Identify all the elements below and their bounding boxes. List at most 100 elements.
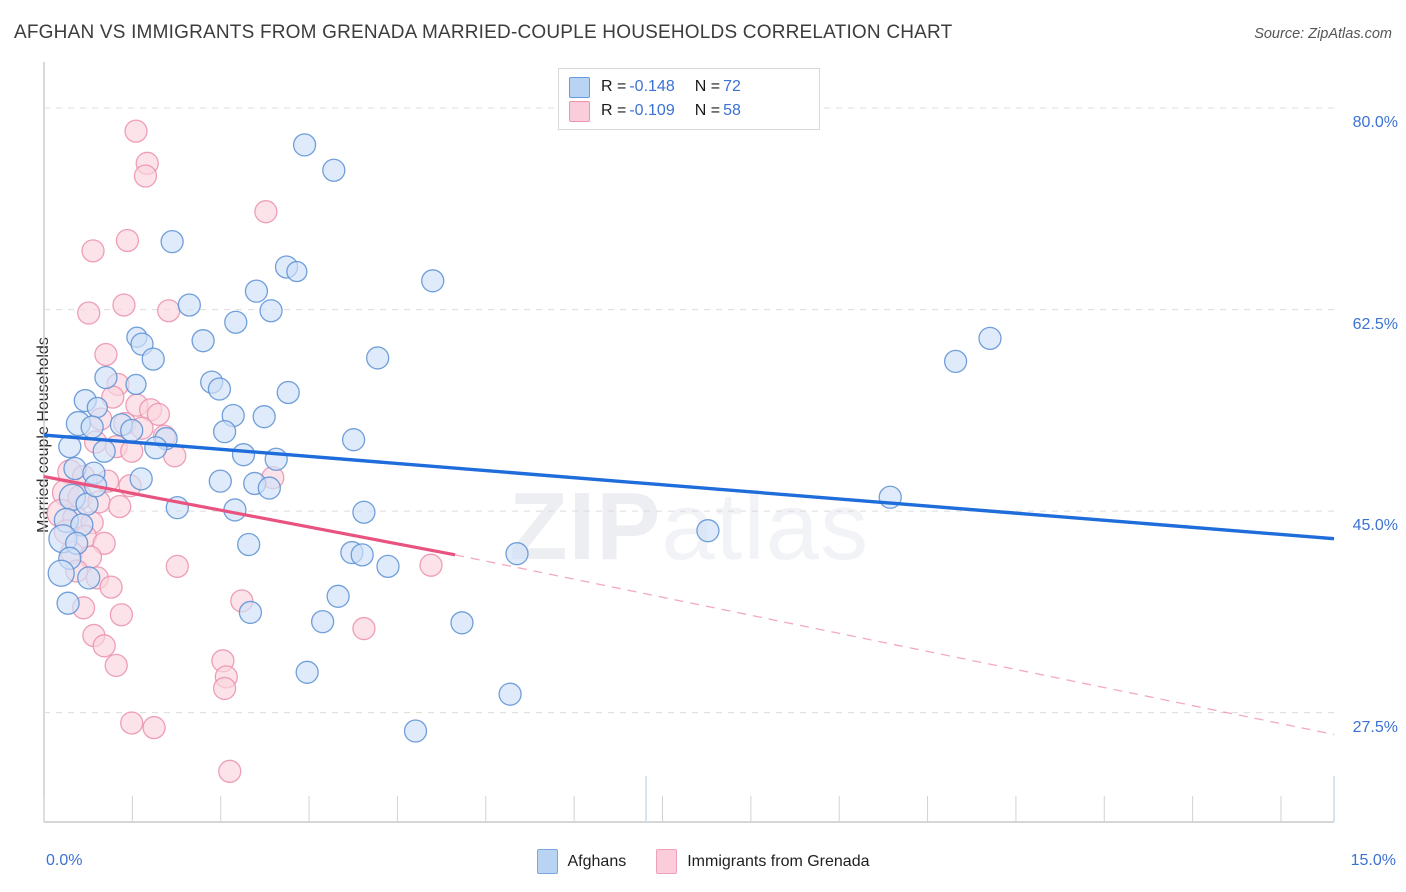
trendline-grenada (43, 474, 456, 557)
data-point (133, 164, 158, 188)
data-point (115, 228, 140, 253)
data-point (419, 553, 443, 577)
data-point (254, 200, 278, 224)
data-point (141, 347, 165, 371)
page-title: AFGHAN VS IMMIGRANTS FROM GRENADA MARRIE… (14, 22, 953, 43)
afghans-swatch-icon (569, 76, 590, 98)
series-legend: Afghans Immigrants from Grenada (0, 849, 1406, 874)
scatter-svg (43, 62, 1335, 823)
data-point (77, 566, 101, 590)
source-attribution: Source: ZipAtlas.com (1254, 26, 1392, 42)
data-point (191, 329, 215, 353)
data-point (212, 419, 237, 444)
grenada-legend-swatch-icon (656, 849, 678, 874)
legend-item-grenada[interactable]: Immigrants from Grenada (656, 849, 870, 874)
series-points-afghans (47, 133, 1002, 743)
data-point (350, 543, 374, 567)
data-point (124, 119, 148, 143)
data-point (108, 494, 132, 519)
data-point (47, 559, 75, 587)
stat-row-afghans: R = -0.148 N = 72 (569, 76, 809, 98)
data-point (498, 682, 522, 706)
data-point (295, 660, 319, 684)
data-point (376, 554, 400, 579)
data-point (237, 532, 261, 557)
data-point (310, 609, 335, 634)
y-axis-tick-0: 80.0% (1352, 114, 1398, 132)
data-point (366, 346, 390, 370)
data-point (92, 634, 116, 658)
afghans-n-label: N = (694, 78, 721, 95)
data-point (142, 715, 166, 740)
data-point (224, 310, 248, 334)
data-point (276, 380, 300, 405)
data-point (978, 326, 1002, 351)
correlation-stats-box: R = -0.148 N = 72 R = -0.109 N = 58 (558, 68, 820, 130)
data-point (208, 469, 232, 493)
x-axis-tick-min: 0.0% (46, 852, 83, 869)
data-point (259, 299, 283, 323)
data-point (129, 467, 153, 491)
data-point (125, 373, 147, 396)
data-point (403, 719, 428, 743)
data-point (238, 600, 263, 625)
data-point (257, 476, 281, 500)
data-point (157, 299, 181, 323)
grenada-n-label: N = (694, 102, 721, 119)
data-point (696, 519, 720, 543)
grenada-r-value: -0.109 (629, 102, 675, 119)
stat-row-grenada: R = -0.109 N = 58 (569, 100, 809, 122)
data-point (212, 676, 237, 701)
legend-item-afghans[interactable]: Afghans (536, 849, 626, 874)
data-point (80, 415, 104, 439)
data-point (207, 377, 232, 401)
grenada-n-value: 58 (723, 102, 741, 119)
y-axis-tick-2: 45.0% (1352, 517, 1398, 535)
trendline-grenada-extrapolated (454, 554, 1335, 736)
data-point (231, 443, 256, 467)
legend-label-grenada: Immigrants from Grenada (687, 852, 870, 870)
afghans-r-label: R = (601, 78, 627, 95)
data-point (120, 711, 144, 735)
afghans-legend-swatch-icon (536, 849, 558, 874)
data-point (144, 436, 168, 460)
data-point (165, 554, 189, 579)
data-point (450, 611, 474, 635)
data-point (146, 402, 171, 427)
data-point (160, 229, 184, 254)
data-point (943, 349, 968, 374)
grenada-r-label: R = (601, 102, 627, 119)
data-point (81, 239, 105, 263)
data-point (94, 342, 118, 367)
data-point (244, 279, 269, 303)
data-point (421, 269, 445, 293)
data-point (352, 616, 376, 641)
data-point (252, 405, 276, 429)
x-axis-tick-max: 15.0% (1350, 852, 1396, 869)
data-point (56, 591, 80, 615)
data-point (92, 439, 116, 463)
data-point (92, 531, 116, 555)
data-point (326, 584, 350, 608)
y-axis-tick-1: 62.5% (1352, 315, 1398, 333)
trendline-afghans (43, 433, 1335, 541)
data-point (322, 158, 346, 182)
afghans-r-value: -0.148 (629, 78, 675, 95)
data-point (99, 575, 123, 599)
data-point (218, 759, 242, 783)
afghans-n-value: 72 (723, 78, 741, 95)
data-point (77, 301, 101, 325)
data-point (341, 428, 366, 452)
data-point (352, 500, 376, 524)
data-point (94, 365, 118, 390)
data-point (505, 542, 529, 566)
data-point (120, 418, 144, 443)
data-point (292, 133, 317, 157)
y-axis-tick-3: 27.5% (1352, 718, 1398, 736)
grenada-swatch-icon (569, 100, 590, 122)
data-point (86, 396, 108, 419)
data-point (286, 260, 308, 283)
plot-area: ZIPatlas (43, 62, 1335, 823)
data-point (112, 293, 136, 317)
